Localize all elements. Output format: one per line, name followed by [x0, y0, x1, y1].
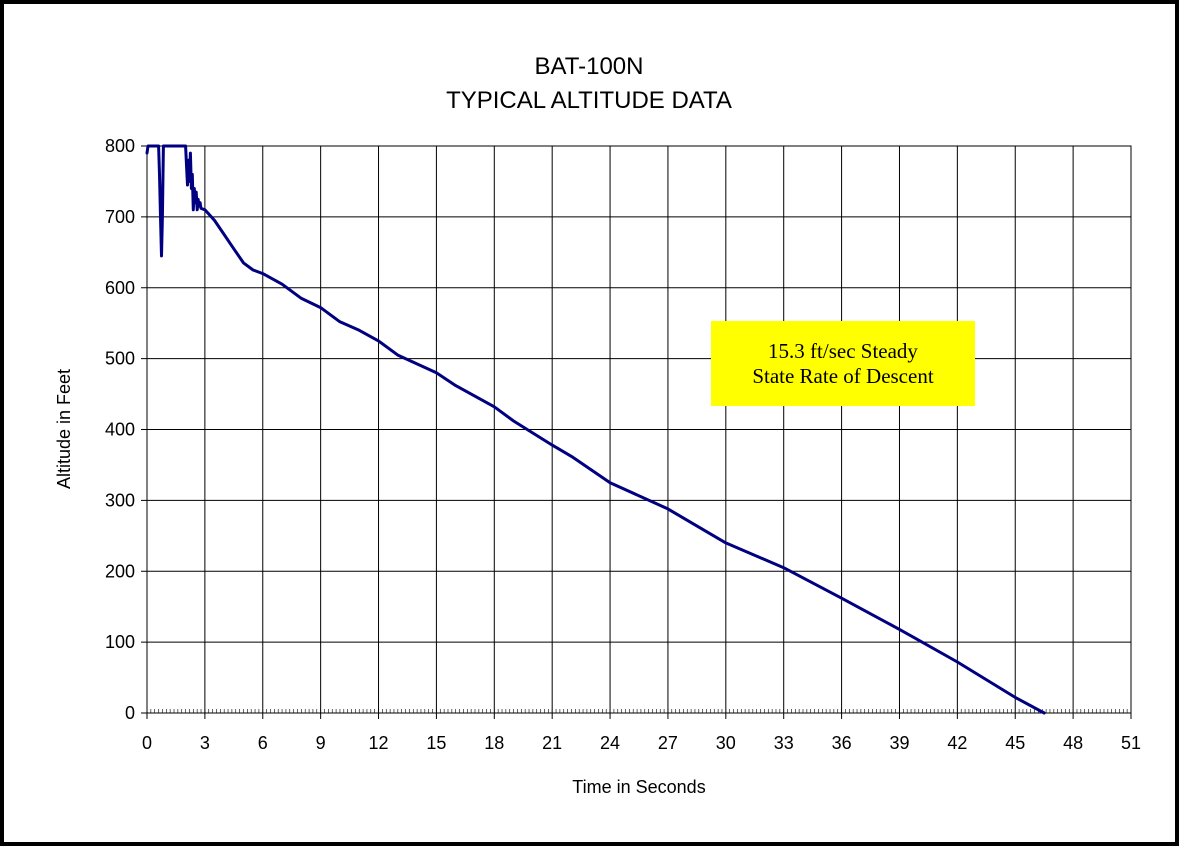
- y-axis-label: Altitude in Feet: [54, 369, 74, 489]
- x-tick-label: 6: [258, 733, 268, 753]
- x-tick-label: 12: [369, 733, 389, 753]
- y-tick-labels: 0 100 200 300 400 500 600 700 800: [105, 136, 135, 723]
- x-axis-label: Time in Seconds: [572, 777, 705, 797]
- x-tick-label: 33: [774, 733, 794, 753]
- x-tick-label: 0: [142, 733, 152, 753]
- x-tick-labels: 0 3 6 9 12 15 18 21 24 27 30 33 36 39 42 45 48 51: [142, 733, 1141, 753]
- x-tick-label: 48: [1063, 733, 1083, 753]
- y-tick-label: 300: [105, 490, 135, 510]
- x-tick-label: 9: [316, 733, 326, 753]
- x-minor-ticks: [146, 709, 1132, 713]
- y-tick-label: 700: [105, 207, 135, 227]
- x-tick-label: 36: [832, 733, 852, 753]
- x-tick-label: 15: [426, 733, 446, 753]
- series-group: [145, 144, 1046, 715]
- y-tick-label: 400: [105, 420, 135, 440]
- annotation-line-2: State Rate of Descent: [752, 363, 934, 388]
- x-tick-label: 39: [889, 733, 909, 753]
- x-tick-label: 21: [542, 733, 562, 753]
- x-tick-label: 45: [1005, 733, 1025, 753]
- x-tick-label: 27: [658, 733, 678, 753]
- x-tick-label: 3: [200, 733, 210, 753]
- x-tick-label: 18: [484, 733, 504, 753]
- x-tick-label: 24: [600, 733, 620, 753]
- x-tick-label: 42: [947, 733, 967, 753]
- x-tick-label: 51: [1121, 733, 1141, 753]
- y-tick-label: 800: [105, 136, 135, 156]
- y-tick-label: 0: [125, 703, 135, 723]
- x-tick-label: 30: [716, 733, 736, 753]
- gridlines: [141, 145, 1132, 719]
- series-line-altitude: [145, 144, 1046, 715]
- y-tick-label: 500: [105, 349, 135, 369]
- descent-rate-annotation: 15.3 ft/sec Steady State Rate of Descent: [711, 321, 975, 406]
- chart-subtitle: TYPICAL ALTITUDE DATA: [446, 87, 732, 114]
- y-tick-label: 100: [105, 632, 135, 652]
- annotation-line-1: 15.3 ft/sec Steady: [768, 338, 918, 363]
- chart-title: BAT-100N: [535, 53, 644, 80]
- y-tick-label: 200: [105, 561, 135, 581]
- y-tick-label: 600: [105, 278, 135, 298]
